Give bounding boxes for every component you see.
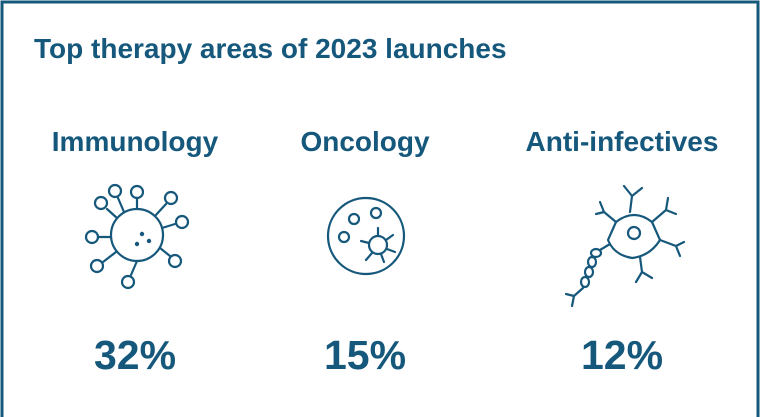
cell-icon xyxy=(326,196,406,276)
area-name: Immunology xyxy=(52,126,219,157)
title: Top therapy areas of 2023 launches xyxy=(34,33,507,64)
area-share: 32% xyxy=(94,332,176,378)
area-name: Oncology xyxy=(300,126,430,157)
neuron-icon xyxy=(564,184,686,308)
area-share: 15% xyxy=(324,332,406,378)
virus-icon xyxy=(84,183,190,290)
area-share: 12% xyxy=(581,332,663,378)
area-name: Anti-infectives xyxy=(526,126,719,157)
